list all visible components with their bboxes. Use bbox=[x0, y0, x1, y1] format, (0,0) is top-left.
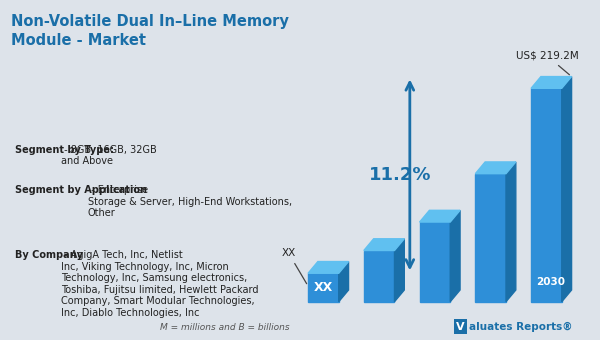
Bar bbox=[308, 273, 339, 302]
Text: US$ 219.2M: US$ 219.2M bbox=[516, 51, 578, 75]
Text: Segment by Application: Segment by Application bbox=[15, 185, 147, 195]
Bar bbox=[531, 88, 562, 302]
Text: M = millions and B = billions: M = millions and B = billions bbox=[160, 323, 290, 332]
Text: XX: XX bbox=[281, 248, 307, 284]
Text: - 8GB, 16GB, 32GB
and Above: - 8GB, 16GB, 32GB and Above bbox=[61, 144, 157, 166]
Polygon shape bbox=[450, 210, 460, 302]
Polygon shape bbox=[562, 76, 572, 302]
Text: - AgigA Tech, Inc, Netlist
Inc, Viking Technology, Inc, Micron
Technology, Inc, : - AgigA Tech, Inc, Netlist Inc, Viking T… bbox=[61, 250, 258, 318]
Polygon shape bbox=[531, 76, 572, 88]
Text: XX: XX bbox=[314, 281, 333, 294]
Polygon shape bbox=[308, 261, 349, 273]
Bar bbox=[419, 222, 450, 302]
Text: 2030: 2030 bbox=[536, 277, 565, 287]
Polygon shape bbox=[339, 261, 349, 302]
Bar bbox=[364, 251, 394, 302]
Text: By Company: By Company bbox=[15, 250, 83, 260]
Text: Non-Volatile Dual In–Line Memory
Module - Market: Non-Volatile Dual In–Line Memory Module … bbox=[11, 14, 289, 48]
Text: - Enterprise
Storage & Server, High-End Workstations,
Other: - Enterprise Storage & Server, High-End … bbox=[88, 185, 292, 219]
Polygon shape bbox=[506, 162, 516, 302]
Text: 11.2%: 11.2% bbox=[368, 166, 431, 184]
Polygon shape bbox=[475, 162, 516, 174]
Bar bbox=[475, 174, 506, 302]
Polygon shape bbox=[364, 239, 404, 251]
Text: aluates Reports®: aluates Reports® bbox=[469, 321, 573, 332]
Text: V: V bbox=[456, 322, 464, 332]
Polygon shape bbox=[394, 239, 404, 302]
Text: Segment by Type:: Segment by Type: bbox=[15, 144, 114, 154]
Polygon shape bbox=[419, 210, 460, 222]
